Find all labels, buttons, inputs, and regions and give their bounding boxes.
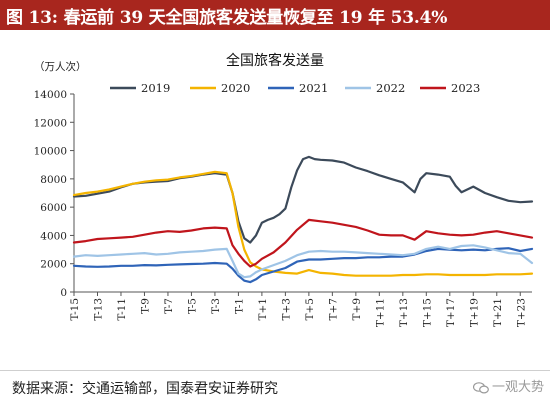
x-tick-label: T+11 <box>374 298 386 327</box>
x-tick-label: T+9 <box>351 298 363 320</box>
legend-label-2021: 2021 <box>299 81 328 95</box>
series-line-2023 <box>72 218 534 268</box>
header-bar: 图 13: 春运前 39 天全国旅客发送量恢复至 19 年 53.4% <box>0 0 550 30</box>
legend-label-2022: 2022 <box>376 81 405 95</box>
series-line-2022 <box>72 244 534 279</box>
watermark: 一观大势 <box>472 376 544 395</box>
y-tick-label: 8000 <box>40 174 67 186</box>
axes-layer: 0 2000 4000 6000 8000 10000 12000 14000 T-15 T-13… <box>34 89 532 327</box>
passenger-volume-chart: 全国旅客发送量 （万人次） 0 2000 4000 6000 8000 10000 1200… <box>34 52 534 327</box>
x-tick-label: T+1 <box>257 298 269 320</box>
series-line-2020 <box>72 170 534 277</box>
legend-label-2020: 2020 <box>221 81 250 95</box>
footer-divider <box>0 370 550 371</box>
y-tick-label: 14000 <box>34 89 67 101</box>
x-tick-label: T-11 <box>116 298 128 321</box>
series-layer <box>72 155 534 284</box>
x-tick-label: T+5 <box>304 298 316 320</box>
x-tick-label: T+3 <box>280 298 292 320</box>
data-source-note: 数据来源：交通运输部，国泰君安证券研究 <box>12 381 278 397</box>
legend-label-2023: 2023 <box>451 81 480 95</box>
x-tick-label: T-1 <box>233 298 245 314</box>
x-tick-label: T+21 <box>492 298 504 327</box>
legend-label-2019: 2019 <box>141 81 170 95</box>
x-tick-label: T+17 <box>445 298 457 327</box>
y-tick-label: 6000 <box>40 202 67 214</box>
legend: 2019 2020 2021 2022 2023 <box>110 81 480 95</box>
chat-bubble-icon <box>472 381 489 394</box>
chart-title: 全国旅客发送量 <box>226 52 324 69</box>
y-tick-label: 2000 <box>40 259 67 271</box>
x-tick-label: T+23 <box>515 298 527 327</box>
y-tick-label: 4000 <box>40 230 67 242</box>
x-tick-label: T+19 <box>468 298 480 327</box>
watermark-label: 一观大势 <box>491 380 544 395</box>
x-tick-label: T-9 <box>139 298 151 314</box>
x-tick-label: T-3 <box>210 298 222 314</box>
x-tick-label: T+13 <box>398 298 410 327</box>
series-line-2019 <box>72 155 534 244</box>
x-tick-label: T-15 <box>69 298 81 321</box>
x-tick-label: T-7 <box>163 298 175 314</box>
y-tick-label: 12000 <box>34 117 67 129</box>
x-tick-label: T+15 <box>421 298 433 327</box>
x-tick-label: T-5 <box>186 298 198 314</box>
x-tick-label: T-13 <box>92 298 104 321</box>
x-tick-label: T+7 <box>327 298 339 320</box>
y-axis-unit-label: （万人次） <box>34 60 87 73</box>
figure-title: 图 13: 春运前 39 天全国旅客发送量恢复至 19 年 53.4% <box>6 8 448 28</box>
y-tick-label: 0 <box>60 287 67 299</box>
y-tick-label: 10000 <box>34 146 67 158</box>
